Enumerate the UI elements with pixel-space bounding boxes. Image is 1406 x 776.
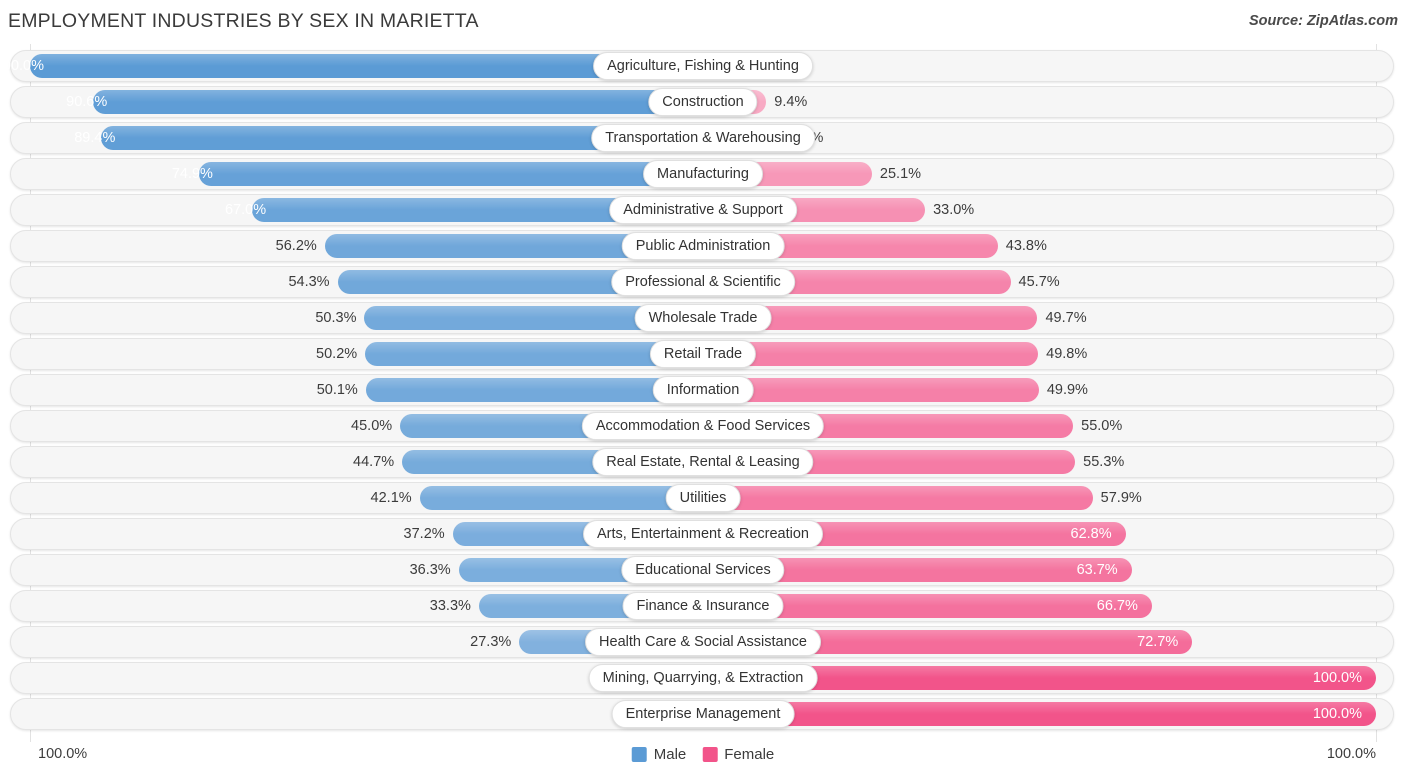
chart-row[interactable]: 33.3% 66.7% Finance & Insurance xyxy=(0,590,1406,622)
female-value-label: 49.7% xyxy=(1045,310,1087,326)
male-value-label: 74.9% xyxy=(171,166,213,182)
page-title: EMPLOYMENT INDUSTRIES BY SEX IN MARIETTA xyxy=(8,10,479,32)
category-label-pill[interactable]: Manufacturing xyxy=(643,160,763,188)
chart-row[interactable]: 36.3% 63.7% Educational Services xyxy=(0,554,1406,586)
chart-row[interactable]: 0.0%100.0%Mining, Quarrying, & Extractio… xyxy=(0,662,1406,694)
female-value-label: 62.8% xyxy=(1070,526,1112,542)
category-label-pill[interactable]: Information xyxy=(652,376,754,404)
category-label-pill[interactable]: Construction xyxy=(648,88,758,116)
legend-label-male: Male xyxy=(653,746,687,763)
category-label-pill[interactable]: Administrative & Support xyxy=(609,196,797,224)
legend-item-female[interactable]: Female xyxy=(702,746,774,763)
legend-label-female: Female xyxy=(724,746,775,763)
male-bar[interactable] xyxy=(30,54,703,78)
chart-row[interactable]: 89.4%10.6%Transportation & Warehousing xyxy=(0,122,1406,154)
chart-row[interactable]: 74.9% 25.1% Manufacturing xyxy=(0,158,1406,190)
female-value-label: 49.9% xyxy=(1046,382,1088,398)
male-value-label: 50.3% xyxy=(315,310,357,326)
male-value-label: 89.4% xyxy=(74,130,116,146)
male-value-label: 50.2% xyxy=(316,346,358,362)
female-value-label: 33.0% xyxy=(933,202,975,218)
chart-footer: 100.0% Male Female 100.0% xyxy=(0,742,1406,776)
male-value-label: 56.2% xyxy=(275,238,317,254)
chart-row[interactable]: 42.1% 57.9% Utilities xyxy=(0,482,1406,514)
female-value-label: 43.8% xyxy=(1005,238,1047,254)
female-value-label: 100.0% xyxy=(1312,706,1362,722)
category-label-pill[interactable]: Agriculture, Fishing & Hunting xyxy=(593,52,813,80)
female-bar[interactable] xyxy=(703,702,1376,726)
female-value-label: 55.0% xyxy=(1081,418,1123,434)
female-value-label: 66.7% xyxy=(1096,598,1138,614)
female-value-label: 25.1% xyxy=(879,166,922,182)
chart-row[interactable]: 44.7% 55.3% Real Estate, Rental & Leasing xyxy=(0,446,1406,478)
female-value-label: 55.3% xyxy=(1083,454,1125,470)
category-label-pill[interactable]: Transportation & Warehousing xyxy=(591,124,815,152)
source-attribution: Source: ZipAtlas.com xyxy=(1248,13,1398,29)
male-value-label: 44.7% xyxy=(353,454,395,470)
category-label-pill[interactable]: Accommodation & Food Services xyxy=(581,412,825,440)
male-value-label: 45.0% xyxy=(351,418,393,434)
chart-row[interactable]: 50.3% 49.7% Wholesale Trade xyxy=(0,302,1406,334)
chart-row[interactable]: 54.3% 45.7% Professional & Scientific xyxy=(0,266,1406,298)
category-label-pill[interactable]: Public Administration xyxy=(621,232,785,260)
female-bar[interactable] xyxy=(703,378,1039,402)
legend-item-male[interactable]: Male xyxy=(631,746,687,763)
category-label-pill[interactable]: Educational Services xyxy=(621,556,785,584)
male-value-label: 36.3% xyxy=(409,562,451,578)
male-value-label: 37.2% xyxy=(403,526,445,542)
chart-header: EMPLOYMENT INDUSTRIES BY SEX IN MARIETTA… xyxy=(0,0,1406,44)
category-label-pill[interactable]: Arts, Entertainment & Recreation xyxy=(583,520,823,548)
female-value-label: 45.7% xyxy=(1018,274,1060,290)
female-value-label: 9.4% xyxy=(774,94,808,110)
male-value-label: 90.6% xyxy=(66,94,108,110)
female-bar[interactable] xyxy=(703,486,1093,510)
chart-row[interactable]: 27.3% 72.7% Health Care & Social Assistanc… xyxy=(0,626,1406,658)
male-value-label: 42.1% xyxy=(370,490,412,506)
female-value-label: 63.7% xyxy=(1076,562,1118,578)
male-color-swatch-icon xyxy=(631,747,647,762)
chart-row[interactable]: 50.2% 49.8% Retail Trade xyxy=(0,338,1406,370)
male-bar[interactable] xyxy=(93,90,703,114)
male-value-label: 100.0% xyxy=(0,58,44,74)
chart-row[interactable]: 37.2% 62.8% Arts, Entertainment & Recreati… xyxy=(0,518,1406,550)
male-bar[interactable] xyxy=(365,378,704,402)
male-bar[interactable] xyxy=(198,162,704,186)
female-value-label: 57.9% xyxy=(1100,490,1142,506)
chart-row[interactable]: 50.1% 49.9% Information xyxy=(0,374,1406,406)
female-bar[interactable] xyxy=(703,342,1039,366)
female-color-swatch-icon xyxy=(702,747,718,762)
category-label-pill[interactable]: Finance & Insurance xyxy=(622,592,784,620)
chart-row[interactable]: 67.0% 33.0% Administrative & Support xyxy=(0,194,1406,226)
female-value-label: 100.0% xyxy=(1312,670,1362,686)
male-bar[interactable] xyxy=(365,342,703,366)
chart-rows: 100.0%0.0%Agriculture, Fishing & Hunting… xyxy=(0,50,1406,734)
category-label-pill[interactable]: Utilities xyxy=(665,484,741,512)
chart-legend: Male Female xyxy=(631,746,774,763)
category-label-pill[interactable]: Enterprise Management xyxy=(611,700,795,728)
category-label-pill[interactable]: Health Care & Social Assistance xyxy=(585,628,821,656)
axis-label-right: 100.0% xyxy=(1326,746,1376,762)
category-label-pill[interactable]: Professional & Scientific xyxy=(611,268,795,296)
chart-row[interactable]: 90.6% 9.4% Construction xyxy=(0,86,1406,118)
female-value-label: 49.8% xyxy=(1046,346,1088,362)
chart-row[interactable]: 100.0%0.0%Agriculture, Fishing & Hunting xyxy=(0,50,1406,82)
male-value-label: 67.0% xyxy=(224,202,267,218)
male-bar[interactable] xyxy=(419,486,704,510)
male-value-label: 50.1% xyxy=(316,382,358,398)
category-label-pill[interactable]: Retail Trade xyxy=(649,340,757,368)
chart-row[interactable]: 56.2% 43.8% Public Administration xyxy=(0,230,1406,262)
male-value-label: 33.3% xyxy=(429,598,471,614)
category-label-pill[interactable]: Wholesale Trade xyxy=(634,304,772,332)
category-label-pill[interactable]: Mining, Quarrying, & Extraction xyxy=(588,664,818,692)
female-value-label: 72.7% xyxy=(1137,634,1179,650)
chart-row[interactable]: 0.0%100.0%Enterprise Management xyxy=(0,698,1406,730)
male-value-label: 27.3% xyxy=(470,634,512,650)
chart-row[interactable]: 45.0% 55.0% Accommodation & Food Services xyxy=(0,410,1406,442)
male-value-label: 54.3% xyxy=(288,274,330,290)
axis-label-left: 100.0% xyxy=(38,746,88,762)
category-label-pill[interactable]: Real Estate, Rental & Leasing xyxy=(592,448,814,476)
